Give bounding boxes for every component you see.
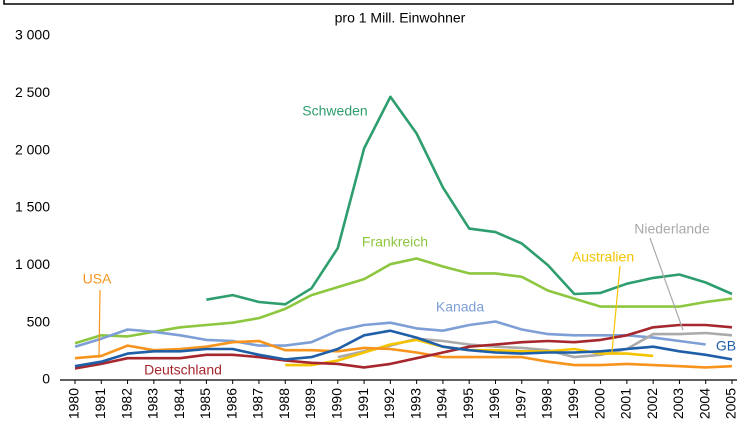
- x-tick-label: 1980: [66, 388, 82, 419]
- y-tick-label: 0: [42, 371, 50, 387]
- y-tick-label: 500: [27, 313, 51, 329]
- series-label: Australien: [572, 249, 634, 265]
- series-line: [74, 323, 733, 370]
- x-tick-label: 1981: [92, 388, 108, 419]
- series-line: [74, 329, 733, 368]
- x-tick-label: 2000: [591, 388, 607, 419]
- x-tick-label: 1991: [355, 388, 371, 419]
- x-tick-label: 1992: [381, 388, 397, 419]
- x-tick-label: 1989: [302, 388, 318, 419]
- series-line: [74, 257, 733, 345]
- series-label: Niederlande: [634, 221, 710, 237]
- y-tick-label: 1 000: [15, 256, 50, 272]
- chart-subtitle: pro 1 Mill. Einwohner: [335, 10, 466, 26]
- leader-line: [649, 237, 684, 331]
- frame: [3, 0, 734, 5]
- series-label: USA: [83, 271, 112, 287]
- x-tick-label: 1993: [407, 388, 423, 419]
- x-tick-label: 1987: [250, 388, 266, 419]
- x-tick-label: 2005: [723, 388, 737, 419]
- x-tick-label: 1990: [329, 388, 345, 419]
- x-tick-label: 1995: [460, 388, 476, 419]
- y-tick-label: 1 500: [15, 199, 50, 215]
- x-tick-label: 1983: [145, 388, 161, 419]
- x-tick-label: 2003: [670, 388, 686, 419]
- x-tick-label: 1986: [223, 388, 239, 419]
- series-label: Deutschland: [144, 362, 222, 378]
- x-tick-label: 1997: [512, 388, 528, 419]
- y-tick-label: 3 000: [15, 27, 50, 43]
- series-label: Kanada: [436, 299, 484, 315]
- leader-line: [611, 265, 621, 353]
- x-tick-label: 1998: [539, 388, 555, 419]
- y-tick-label: 2 500: [15, 84, 50, 100]
- series-label: Schweden: [302, 103, 367, 119]
- series-label: Frankreich: [362, 234, 428, 250]
- x-tick-label: 1999: [565, 388, 581, 419]
- x-tick-label: 1994: [434, 388, 450, 419]
- x-tick-label: 2002: [644, 388, 660, 419]
- series-label: GB: [716, 338, 736, 354]
- y-tick-label: 2 000: [15, 141, 50, 157]
- series-line: [206, 95, 733, 306]
- x-tick-label: 1982: [118, 388, 134, 419]
- x-tick-label: 1984: [171, 388, 187, 419]
- x-tick-label: 2004: [696, 388, 712, 419]
- leader-line: [98, 289, 101, 359]
- x-tick-label: 1985: [197, 388, 213, 419]
- x-tick-label: 1988: [276, 388, 292, 419]
- series-line: [74, 320, 706, 348]
- x-tick-label: 1996: [486, 388, 502, 419]
- x-tick-label: 2001: [618, 388, 634, 419]
- series-line: [74, 339, 733, 369]
